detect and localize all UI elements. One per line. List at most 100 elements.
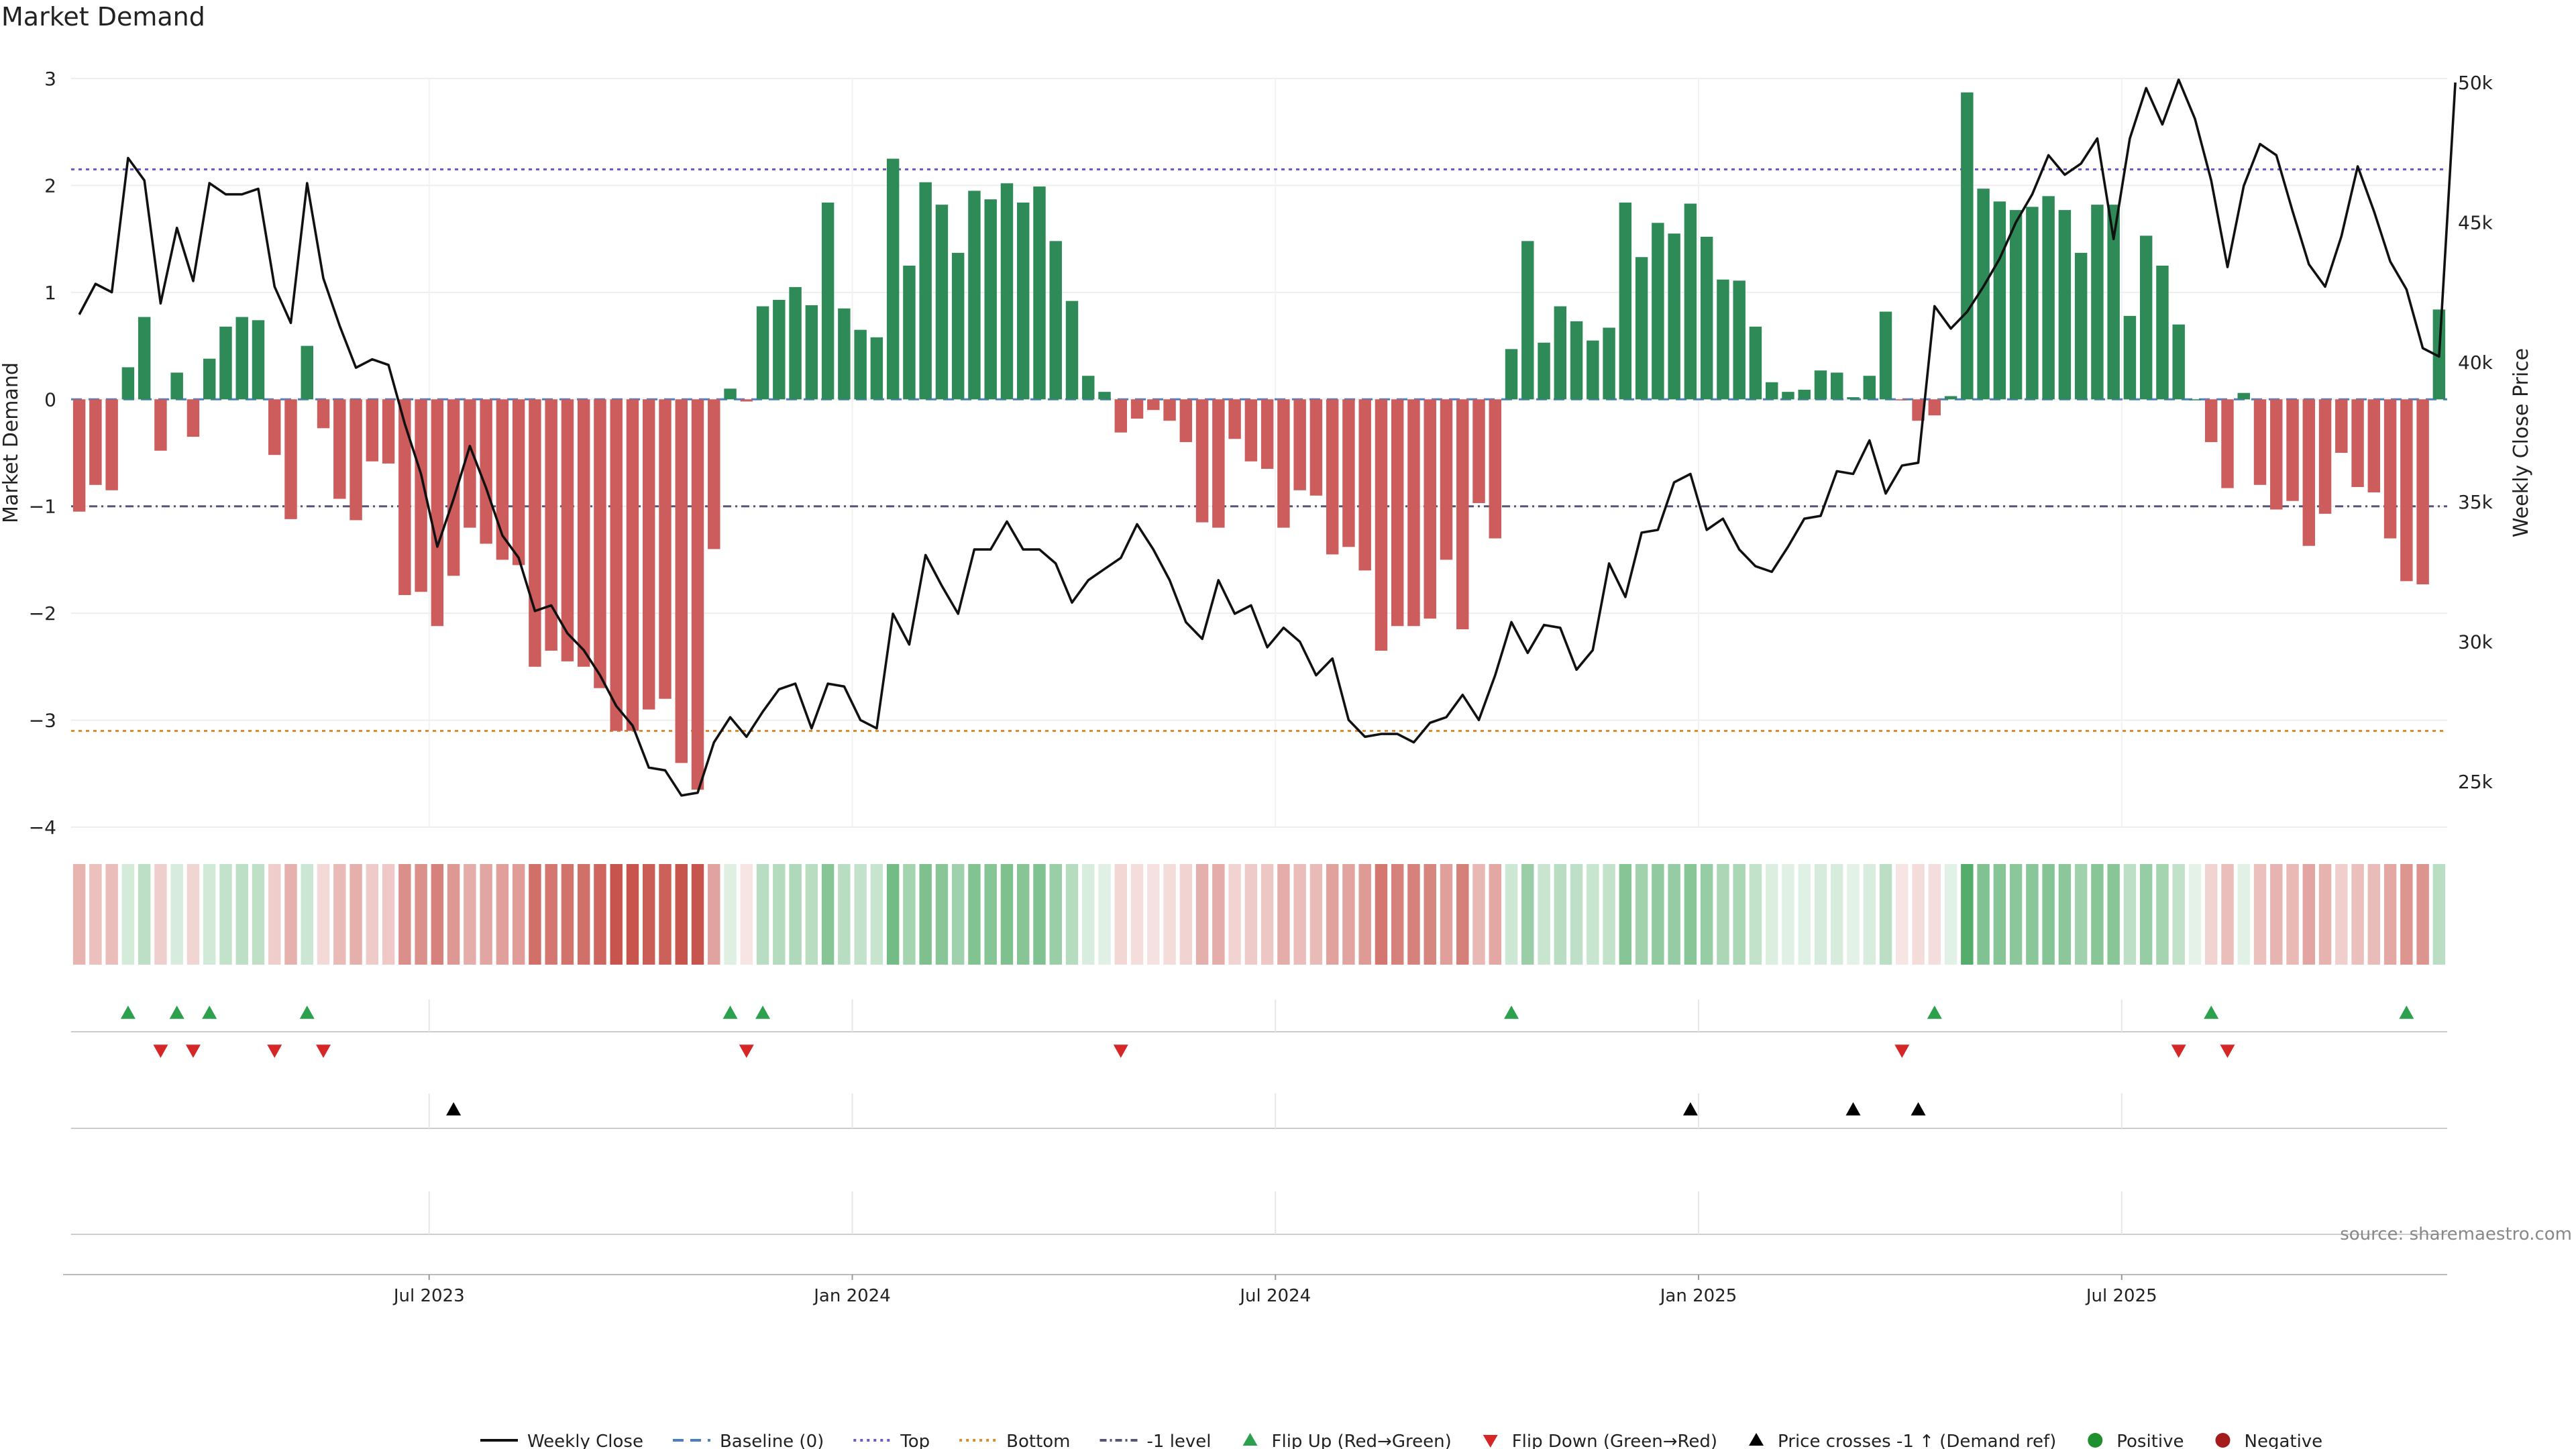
legend-item: Flip Down (Green→Red) xyxy=(1483,1432,1717,1449)
heat-cell xyxy=(2253,864,2267,965)
heat-cell xyxy=(464,864,476,965)
heat-cell xyxy=(2091,864,2104,965)
heat-cell xyxy=(512,864,525,965)
demand-bar xyxy=(186,399,200,437)
heat-cell xyxy=(154,864,167,965)
heat-cell xyxy=(1017,864,1030,965)
heat-cell xyxy=(1749,864,1762,965)
heat-cell xyxy=(1668,864,1680,965)
flip-up-marker xyxy=(1504,1006,1519,1019)
demand-bar xyxy=(1033,186,1046,400)
demand-bar xyxy=(1228,399,1241,439)
heat-cell xyxy=(708,864,720,965)
heat-cell xyxy=(1700,864,1713,965)
legend-swatch xyxy=(1749,1433,1764,1446)
heat-cell xyxy=(870,864,883,965)
heat-cell xyxy=(2270,864,2283,965)
demand-bar xyxy=(1782,392,1794,400)
legend-label: Negative xyxy=(2245,1432,2323,1449)
demand-bar xyxy=(594,399,606,688)
demand-bar xyxy=(2318,399,2332,514)
heat-cell xyxy=(170,864,183,965)
demand-bar xyxy=(1163,399,1176,421)
demand-bar xyxy=(1521,241,1534,400)
demand-bar xyxy=(496,399,509,560)
demand-bar xyxy=(1879,311,1892,400)
heat-cell xyxy=(1733,864,1746,965)
demand-bar xyxy=(105,399,118,490)
demand-bar xyxy=(154,399,167,451)
demand-bar xyxy=(2074,252,2088,400)
heat-cell xyxy=(382,864,395,965)
demand-bar xyxy=(1407,399,1420,627)
heat-cell xyxy=(1375,864,1388,965)
demand-bar xyxy=(1619,202,1632,400)
demand-bar xyxy=(2416,399,2429,585)
source-note: source: sharemaestro.com xyxy=(2340,1224,2572,1244)
demand-bar xyxy=(529,399,541,667)
x-tick-label: Jul 2025 xyxy=(2085,1286,2157,1306)
heat-cell xyxy=(1619,864,1632,965)
heat-cell xyxy=(610,864,623,965)
flip-up-marker xyxy=(169,1006,184,1019)
flip-down-marker xyxy=(185,1044,201,1058)
demand-bar xyxy=(2237,392,2250,400)
y2-tick-label: 40k xyxy=(2458,352,2493,374)
demand-bar xyxy=(691,399,704,790)
main-gridlines xyxy=(71,78,2447,828)
demand-bar xyxy=(2205,399,2218,443)
heat-cell xyxy=(2188,864,2202,965)
heat-cell xyxy=(1358,864,1371,965)
demand-bar xyxy=(773,300,786,400)
heat-cell xyxy=(431,864,444,965)
heat-cell xyxy=(2156,864,2169,965)
demand-bar xyxy=(577,399,590,667)
heat-cell xyxy=(1000,864,1014,965)
demand-bar xyxy=(643,399,655,710)
heat-cell xyxy=(2383,864,2397,965)
heat-cell xyxy=(1782,864,1794,965)
demand-bar xyxy=(1179,399,1193,443)
heat-cell xyxy=(1342,864,1355,965)
flip-down-marker xyxy=(1113,1044,1128,1058)
heat-cell xyxy=(2026,864,2039,965)
y2-tick-label: 50k xyxy=(2458,72,2493,94)
flip-down-marker xyxy=(267,1044,282,1058)
y2-tick-label: 35k xyxy=(2458,491,2493,513)
heat-cell xyxy=(496,864,509,965)
price-cross-marker xyxy=(446,1102,462,1116)
y-tick-label: −1 xyxy=(29,496,56,518)
demand-heat-strip xyxy=(72,864,2446,965)
legend-item: Top xyxy=(853,1432,930,1449)
demand-bar xyxy=(756,306,769,400)
demand-bar xyxy=(1944,396,1957,400)
heat-cell xyxy=(1717,864,1729,965)
x-tick-label: Jan 2025 xyxy=(1659,1286,1737,1306)
heat-cell xyxy=(2172,864,2185,965)
demand-bar xyxy=(2351,399,2364,488)
right-axis-ticks: 50k 45k 40k 35k 30k 25k xyxy=(2458,72,2493,793)
heat-cell xyxy=(1652,864,1664,965)
demand-bar xyxy=(1896,399,1909,400)
demand-bar xyxy=(72,399,86,512)
demand-bar xyxy=(1554,306,1567,400)
heat-cell xyxy=(2367,864,2381,965)
heat-cell xyxy=(1977,864,1990,965)
heat-cell xyxy=(577,864,590,965)
demand-bar xyxy=(1326,399,1339,555)
heat-cell xyxy=(1879,864,1892,965)
demand-bar xyxy=(1309,399,1323,496)
demand-bar xyxy=(951,252,965,400)
demand-bar xyxy=(121,367,135,400)
demand-bar xyxy=(1798,389,1811,400)
demand-bar xyxy=(2091,205,2104,400)
heat-cell xyxy=(561,864,574,965)
heat-cell xyxy=(2335,864,2348,965)
demand-bar xyxy=(2156,266,2169,400)
x-tick-label: Jan 2024 xyxy=(812,1286,891,1306)
heat-cell xyxy=(1863,864,1876,965)
heat-cell xyxy=(984,864,997,965)
demand-bar xyxy=(1538,342,1550,400)
price-cross-marker xyxy=(1911,1102,1926,1116)
y-tick-label: 0 xyxy=(44,388,56,411)
